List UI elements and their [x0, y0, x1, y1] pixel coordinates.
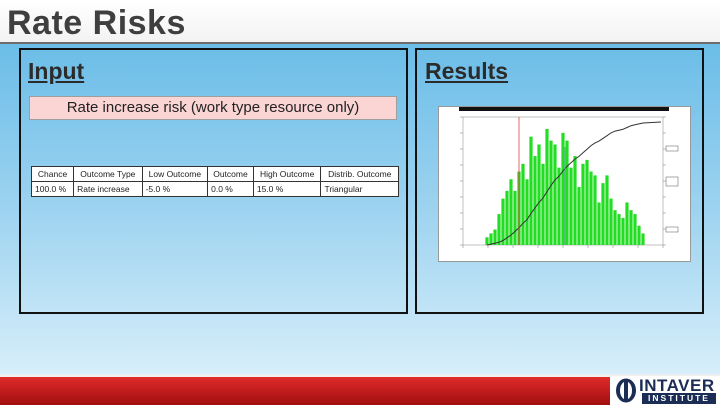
histogram-bar	[633, 214, 637, 245]
histogram-bar	[597, 202, 601, 245]
results-heading: Results	[425, 58, 509, 84]
cell-low-outcome[interactable]: -5.0 %	[141, 181, 209, 197]
cumulative-line	[486, 121, 662, 246]
histogram-bar	[605, 175, 609, 245]
histogram-bar	[589, 171, 593, 245]
histogram-bar	[533, 156, 537, 245]
column-header-chance[interactable]: Chance	[30, 166, 75, 182]
logo-subtitle: INSTITUTE	[642, 393, 716, 404]
histogram-chart	[459, 107, 679, 248]
column-header-outcome[interactable]: Outcome	[207, 166, 254, 182]
histogram-bar	[641, 233, 645, 245]
histogram-bar	[501, 198, 505, 245]
column-header-outcome-type[interactable]: Outcome Type	[73, 166, 143, 182]
column-header-high-outcome[interactable]: High Outcome	[252, 166, 322, 182]
slide-content: Input Rate increase risk (work type reso…	[0, 44, 720, 374]
histogram-bar	[593, 175, 597, 245]
histogram-bar	[637, 225, 641, 245]
histogram-bar	[537, 144, 541, 245]
page-title: Rate Risks	[7, 4, 186, 42]
histogram-bar	[625, 202, 629, 245]
cell-outcome-type[interactable]: Rate increase	[73, 181, 143, 197]
column-header-low-outcome[interactable]: Low Outcome	[141, 166, 209, 182]
results-chart	[438, 106, 691, 262]
table-header-row: Chance Outcome Type Low Outcome Outcome …	[30, 166, 399, 182]
histogram-bar	[549, 140, 553, 245]
histogram-bar	[553, 144, 557, 245]
histogram-bar	[617, 214, 621, 245]
histogram-bar	[485, 237, 489, 245]
histogram-bar	[569, 167, 573, 245]
histogram-bar	[505, 190, 509, 245]
histogram-bar	[489, 233, 493, 245]
input-heading: Input	[28, 58, 85, 84]
cell-chance[interactable]: 100.0 %	[30, 181, 75, 197]
input-panel: Input Rate increase risk (work type reso…	[19, 48, 408, 314]
chart-window-bar	[459, 107, 669, 111]
column-header-distribution[interactable]: Distrib. Outcome	[320, 166, 399, 182]
logo-mark-icon	[616, 378, 636, 403]
histogram-bar	[573, 156, 577, 245]
annotation-box-lower	[665, 226, 679, 233]
footer-bar	[0, 377, 610, 405]
histogram-bar	[581, 163, 585, 245]
histogram-bar	[521, 163, 525, 245]
cell-outcome[interactable]: 0.0 %	[207, 181, 254, 197]
logo-name: INTAVER	[639, 376, 715, 395]
footer-separator	[0, 374, 720, 377]
histogram-bar	[613, 210, 617, 245]
histogram-bar	[601, 183, 605, 245]
intaver-logo: INTAVER INSTITUTE	[612, 376, 720, 405]
title-bar: Rate Risks	[0, 0, 720, 44]
histogram-bar	[497, 214, 501, 245]
histogram-bar	[493, 229, 497, 245]
histogram-bar	[557, 167, 561, 245]
histogram-bar	[561, 132, 565, 245]
histogram-bar	[585, 159, 589, 245]
histogram-bar	[525, 179, 529, 245]
cell-distribution[interactable]: Triangular	[320, 181, 399, 197]
annotation-box-upper	[665, 145, 679, 152]
histogram-bar	[621, 217, 625, 245]
histogram-bar	[513, 190, 517, 245]
cell-high-outcome[interactable]: 15.0 %	[252, 181, 322, 197]
risk-outcome-table: Chance Outcome Type Low Outcome Outcome …	[30, 166, 399, 197]
histogram-bar	[565, 140, 569, 245]
histogram-bar	[545, 129, 549, 245]
histogram-bar	[509, 179, 513, 245]
histogram-bar	[529, 136, 533, 245]
results-panel: Results	[415, 48, 704, 314]
histogram-bar	[577, 187, 581, 245]
histogram-bar	[629, 210, 633, 245]
rate-increase-risk-button[interactable]: Rate increase risk (work type resource o…	[29, 96, 397, 120]
histogram-bar	[609, 198, 613, 245]
annotation-box-middle	[665, 176, 679, 187]
histogram-bar	[541, 163, 545, 245]
table-row[interactable]: 100.0 % Rate increase -5.0 % 0.0 % 15.0 …	[30, 181, 399, 197]
title-divider	[0, 42, 720, 44]
